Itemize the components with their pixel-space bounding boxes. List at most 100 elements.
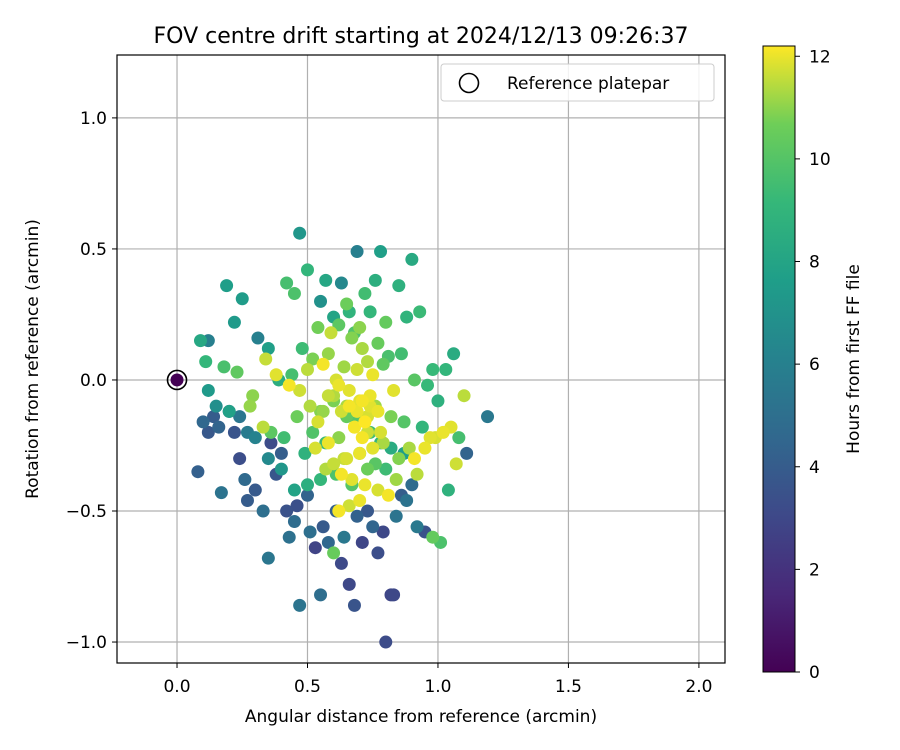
y-tick-label: 0.0 <box>80 371 107 391</box>
scatter-point <box>293 383 307 397</box>
scatter-point <box>350 509 364 523</box>
scatter-point <box>300 488 314 502</box>
scatter-point <box>316 357 330 371</box>
reference-marker <box>166 369 188 391</box>
scatter-point <box>306 352 320 366</box>
scatter-point <box>361 462 375 476</box>
y-tick-label: −1.0 <box>66 633 107 653</box>
scatter-point <box>321 389 335 403</box>
scatter-point <box>303 399 317 413</box>
scatter-point <box>300 263 314 277</box>
colorbar-label: Hours from first FF file <box>844 264 864 454</box>
scatter-point <box>308 541 322 555</box>
scatter-point <box>311 321 325 335</box>
scatter-point <box>376 357 390 371</box>
scatter-point <box>298 446 312 460</box>
scatter-point <box>384 410 398 424</box>
scatter-point <box>371 404 385 418</box>
scatter-point <box>397 415 411 429</box>
scatter-point <box>381 488 395 502</box>
colorbar-tick-label: 8 <box>809 253 820 273</box>
scatter-point <box>201 425 215 439</box>
scatter-point <box>449 457 463 471</box>
scatter-point <box>303 525 317 539</box>
y-tick-label: −0.5 <box>66 502 107 522</box>
scatter-point <box>387 588 401 602</box>
scatter-point <box>389 473 403 487</box>
scatter-point <box>220 279 234 293</box>
scatter-point <box>280 504 294 518</box>
scatter-point <box>350 245 364 259</box>
colorbar-tick-label: 10 <box>809 150 831 170</box>
scatter-point <box>457 389 471 403</box>
scatter-point <box>246 389 260 403</box>
scatter-point <box>366 520 380 534</box>
scatter-point <box>243 399 257 413</box>
scatter-point <box>345 331 359 345</box>
scatter-point <box>392 279 406 293</box>
scatter-point <box>355 342 369 356</box>
scatter-point <box>379 315 393 329</box>
scatter-point <box>376 525 390 539</box>
scatter-point <box>287 483 301 497</box>
scatter-point <box>413 305 427 319</box>
scatter-point <box>248 483 262 497</box>
grid-layer <box>117 55 725 663</box>
scatter-point <box>287 286 301 300</box>
scatter-point <box>447 347 461 361</box>
scatter-point <box>332 431 346 445</box>
scatter-point <box>214 486 228 500</box>
scatter-point <box>314 588 328 602</box>
scatter-point <box>374 425 388 439</box>
scatter-point <box>191 465 205 479</box>
scatter-point <box>274 446 288 460</box>
scatter-point <box>415 420 429 434</box>
scatter-point <box>400 494 414 508</box>
scatter-point <box>379 635 393 649</box>
scatter-point <box>308 441 322 455</box>
scatter-point <box>342 577 356 591</box>
chart-title: FOV centre drift starting at 2024/12/13 … <box>154 24 689 49</box>
scatter-point <box>405 252 419 266</box>
colorbar-tick-label: 2 <box>809 560 820 580</box>
x-tick-label: 2.0 <box>685 677 712 697</box>
y-tick-label: 0.5 <box>80 240 107 260</box>
scatter-point <box>379 462 393 476</box>
scatter-point <box>311 415 325 429</box>
scatter-point <box>358 415 372 429</box>
scatter-point <box>334 276 348 290</box>
scatter-point <box>332 378 346 392</box>
scatter-point <box>256 420 270 434</box>
scatter-point <box>402 441 416 455</box>
scatter-point <box>287 514 301 528</box>
x-tick-label: 0.0 <box>163 677 190 697</box>
scatter-point <box>290 410 304 424</box>
scatter-point <box>332 504 346 518</box>
scatter-point <box>240 494 254 508</box>
scatter-point <box>321 436 335 450</box>
points-layer <box>170 226 495 649</box>
scatter-point <box>452 431 466 445</box>
scatter-point <box>405 478 419 492</box>
scatter-point <box>371 483 385 497</box>
x-axis-label: Angular distance from reference (arcmin) <box>245 707 597 727</box>
scatter-point <box>410 467 424 481</box>
scatter-point <box>410 520 424 534</box>
y-axis-label: Rotation from reference (arcmin) <box>23 219 43 499</box>
scatter-point <box>400 310 414 324</box>
y-tick-label: 1.0 <box>80 109 107 129</box>
scatter-point <box>340 297 354 311</box>
scatter-point <box>170 373 184 387</box>
scatter-point <box>314 294 328 308</box>
colorbar-tick-label: 6 <box>809 355 820 375</box>
scatter-point <box>196 415 210 429</box>
scatter-point <box>238 473 252 487</box>
scatter-point <box>436 425 450 439</box>
scatter-point <box>392 452 406 466</box>
scatter-point <box>290 499 304 513</box>
scatter-point <box>407 373 421 387</box>
scatter-point <box>353 494 367 508</box>
scatter-point <box>481 410 495 424</box>
